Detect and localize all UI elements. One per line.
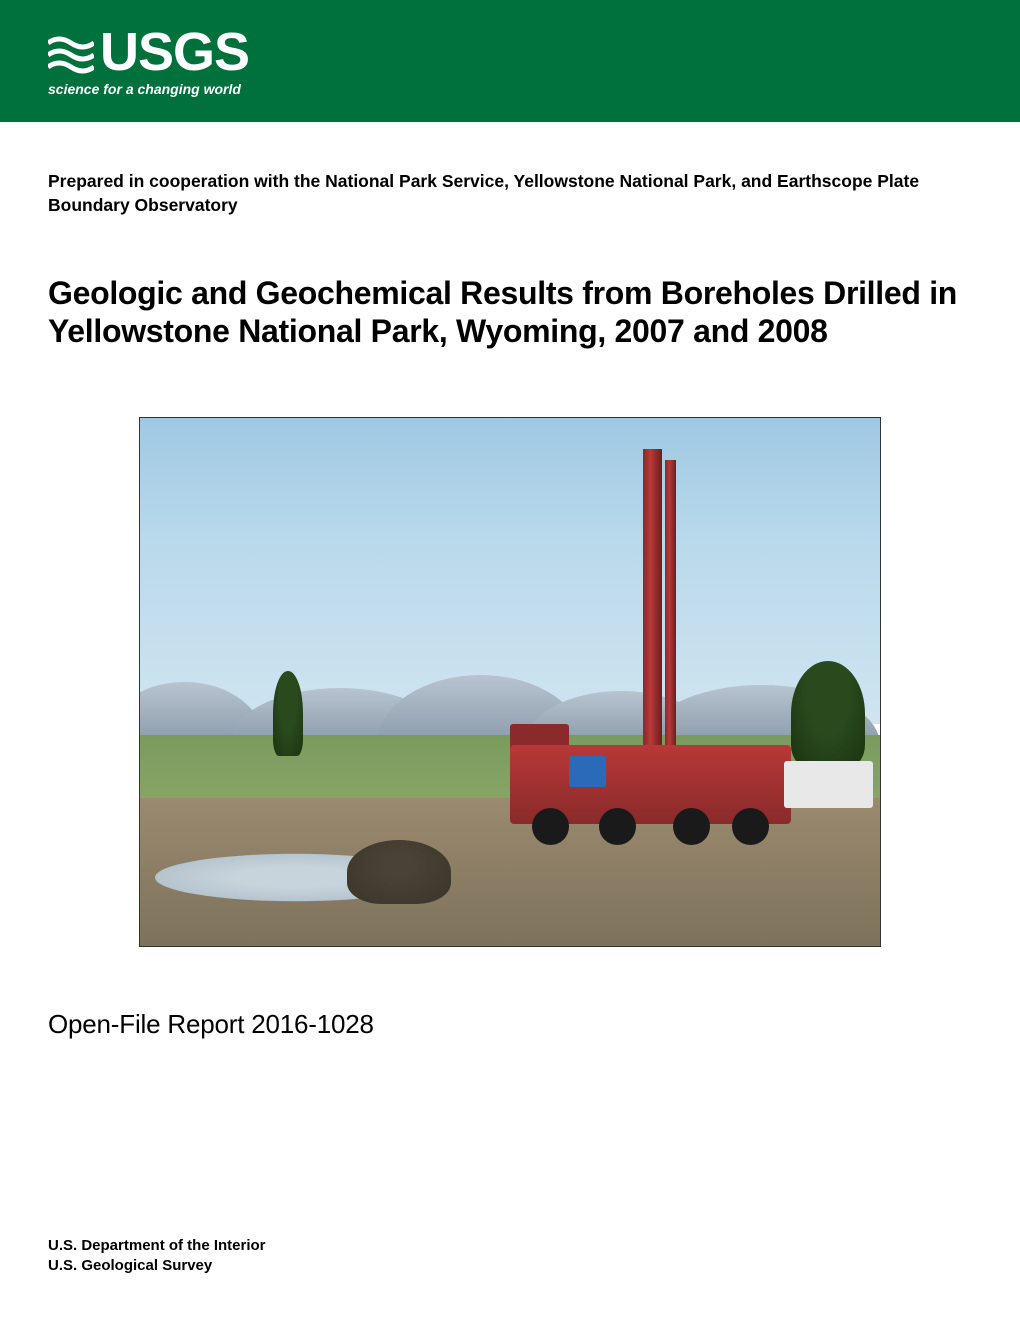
photo-trees xyxy=(791,661,865,767)
usgs-logo-block: USGS science for a changing world xyxy=(48,25,249,97)
report-number: Open-File Report 2016-1028 xyxy=(48,1009,972,1040)
photo-wheel xyxy=(673,808,710,845)
footer: U.S. Department of the Interior U.S. Geo… xyxy=(48,1236,266,1277)
footer-agency: U.S. Geological Survey xyxy=(48,1256,266,1276)
photo-pickup-truck xyxy=(784,761,873,809)
logo-tagline: science for a changing world xyxy=(48,81,249,97)
photo-wheel xyxy=(599,808,636,845)
photo-drill-rig xyxy=(665,460,676,766)
logo-row: USGS xyxy=(48,25,249,79)
photo-equipment xyxy=(569,756,606,788)
header-band: USGS science for a changing world xyxy=(0,0,1020,122)
usgs-wave-icon xyxy=(48,29,94,75)
photo-drill-rig xyxy=(643,449,662,776)
logo-text: USGS xyxy=(100,25,249,79)
photo-dirt-pile xyxy=(347,840,451,903)
footer-dept: U.S. Department of the Interior xyxy=(48,1236,266,1256)
report-title: Geologic and Geochemical Results from Bo… xyxy=(48,275,972,351)
photo-trees xyxy=(273,671,303,755)
cooperation-statement: Prepared in cooperation with the Nationa… xyxy=(48,170,972,217)
cover-photo xyxy=(139,417,881,947)
content-area: Prepared in cooperation with the Nationa… xyxy=(0,122,1020,1040)
